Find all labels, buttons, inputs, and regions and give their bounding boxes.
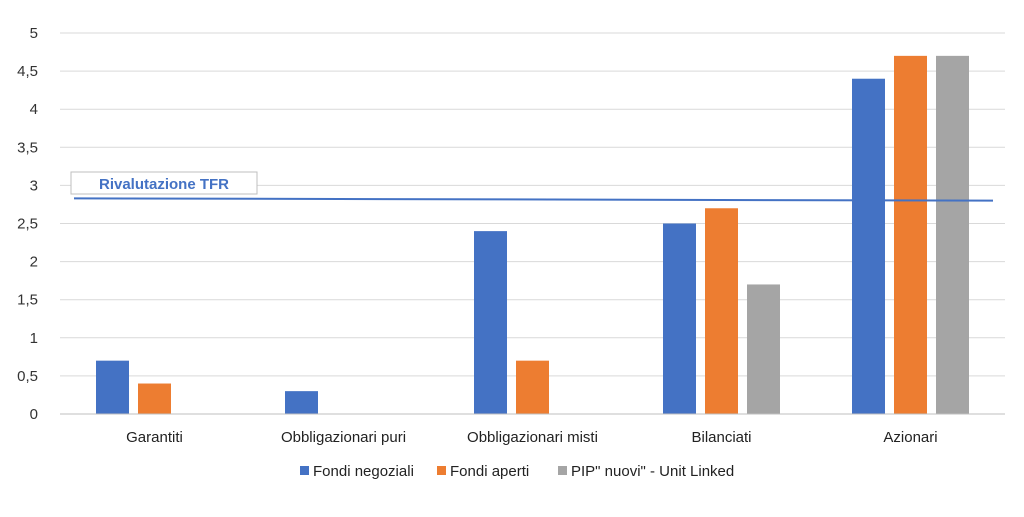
reference-line-label: Rivalutazione TFR (99, 176, 229, 193)
x-category-label: Garantiti (126, 429, 183, 446)
legend-swatch (437, 466, 446, 475)
y-tick-label: 1,5 (17, 292, 38, 309)
bars (96, 55, 969, 415)
bar (936, 55, 969, 415)
legend-label: PIP" nuovi" - Unit Linked (571, 463, 734, 480)
y-tick-label: 0,5 (17, 368, 38, 385)
y-tick-label: 3 (30, 177, 38, 194)
legend-label: Fondi aperti (450, 463, 529, 480)
bar (96, 360, 129, 414)
y-tick-label: 1 (30, 330, 38, 347)
y-tick-label: 2,5 (17, 216, 38, 233)
x-category-label: Obbligazionari misti (467, 429, 598, 446)
bar (747, 284, 780, 414)
bar (516, 360, 549, 414)
bar (852, 78, 885, 414)
bar (285, 391, 318, 414)
bar (663, 223, 696, 414)
bar (894, 55, 927, 415)
x-category-label: Azionari (883, 429, 937, 446)
reference-line-group: Rivalutazione TFR (70, 171, 994, 202)
y-tick-label: 0 (30, 406, 38, 423)
y-tick-label: 5 (30, 25, 38, 42)
x-axis: Garantiti Obbligazionari puri Obbligaziona… (60, 413, 1005, 446)
bar (474, 231, 507, 414)
legend-swatch (300, 466, 309, 475)
y-tick-label: 3,5 (17, 139, 38, 156)
reference-line (73, 197, 994, 202)
y-axis: 0 0,5 1 1,5 2 2,5 3 3,5 4 4,5 5 (17, 25, 38, 423)
legend-swatch (558, 466, 567, 475)
bar (138, 383, 171, 414)
x-category-label: Obbligazionari puri (281, 429, 406, 446)
y-tick-label: 4 (30, 101, 38, 118)
reference-label-box (70, 171, 258, 195)
y-tick-label: 4,5 (17, 63, 38, 80)
legend-label: Fondi negoziali (313, 463, 414, 480)
x-category-label: Bilanciati (691, 429, 751, 446)
y-tick-label: 2 (30, 254, 38, 271)
bar (705, 208, 738, 414)
legend: Fondi negoziali Fondi aperti PIP" nuovi" -… (300, 463, 734, 480)
